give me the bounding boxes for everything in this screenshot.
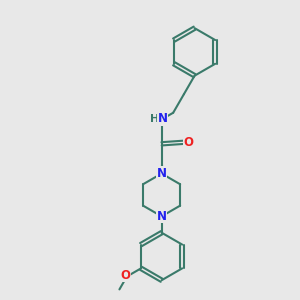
Text: H: H <box>150 114 159 124</box>
Text: N: N <box>158 112 167 125</box>
Text: N: N <box>157 167 166 180</box>
Text: O: O <box>120 268 130 281</box>
Text: N: N <box>157 210 166 223</box>
Text: O: O <box>183 136 194 149</box>
Text: N: N <box>157 167 166 180</box>
